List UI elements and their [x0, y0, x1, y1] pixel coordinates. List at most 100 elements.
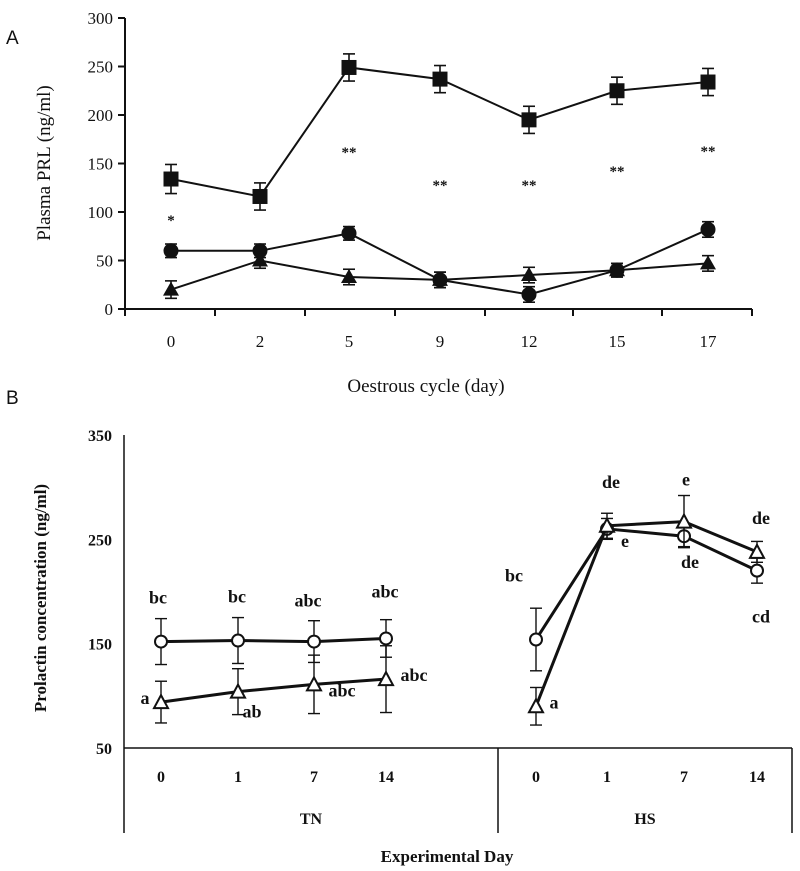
panel-b-significance-label: a	[141, 688, 150, 708]
panel-b-significance-label: a	[550, 692, 559, 712]
panel-a-point-square	[700, 74, 716, 90]
panel-b-point-triangle	[675, 512, 693, 529]
panel-a-point-triangle	[163, 281, 179, 296]
panel-a-y-tick-label: 150	[88, 155, 114, 174]
panel-a-significance-mark: *	[167, 213, 175, 229]
panel-b-series-line-triangle	[160, 677, 387, 704]
panel-a-x-tick-label: 2	[256, 332, 265, 351]
panel-b-point-triangle	[598, 516, 616, 533]
panel-b-significance-label: bc	[505, 565, 523, 585]
panel-b-y-ticks: 50 150 250 350	[88, 428, 112, 758]
panel-b-point-circle	[154, 634, 168, 649]
panel-a-axes	[124, 18, 752, 310]
panel-a-point-square	[341, 59, 357, 75]
panel-b-y-tick-label: 50	[96, 741, 112, 758]
panel-b-significance-label: de	[681, 552, 699, 572]
panel-a-point-square	[521, 112, 537, 128]
panel-a-x-tick-label: 9	[436, 332, 445, 351]
panel-b-group-label: HS	[634, 811, 655, 828]
panel-a-point-circle	[341, 225, 357, 241]
panel-b-significance-label: bc	[149, 588, 167, 608]
panel-b-y-tick-label: 250	[88, 532, 112, 549]
panel-b-x-tick-label: 7	[680, 769, 688, 786]
panel-a-point-circle	[252, 243, 268, 259]
panel-a-point-square	[252, 188, 268, 204]
panel-b-y-label: Prolactin concentration (ng/ml)	[31, 484, 50, 712]
panel-a-y-label: Plasma PRL (ng/ml)	[34, 85, 55, 241]
panel-b-letter: B	[6, 388, 19, 409]
panel-b-point-triangle	[377, 670, 395, 687]
panel-b-series	[152, 494, 766, 726]
panel-b-group-label: TN	[300, 811, 323, 828]
panel-b-point-triangle	[229, 682, 247, 699]
panel-a-point-triangle	[700, 255, 716, 270]
panel-b-significance-label: de	[752, 508, 770, 528]
panel-b-x-tick-label: 7	[310, 769, 318, 786]
panel-a-y-tick-label: 0	[105, 300, 114, 319]
panel-a-significance-mark: **	[522, 178, 537, 194]
panel-b-annotations: bc bc abc abc a ab abc abc bc e de cd a de e de	[141, 470, 771, 722]
panel-a-x-tick-label: 5	[345, 332, 354, 351]
panel-a-y-tick-label: 50	[96, 252, 113, 271]
panel-a-point-square	[432, 71, 448, 87]
panel-b-x-tick-label: 1	[603, 769, 611, 786]
panel-b-x-tick-label: 1	[234, 769, 242, 786]
panel-a-point-triangle	[341, 268, 357, 283]
panel-b-x-ticks: 0 1 7 14 0 1 7 14	[157, 769, 765, 786]
panel-a-point-triangle	[609, 262, 625, 277]
panel-b-significance-label: abc	[295, 591, 322, 611]
panel-a-point-triangle	[521, 267, 537, 282]
panel-b-significance-label: abc	[372, 581, 399, 601]
panel-b-y-tick-label: 350	[88, 428, 112, 445]
panel-a-significance-mark: **	[342, 145, 357, 161]
panel-a-x-ticks: 0 2 5 9 12 15 17	[124, 309, 753, 351]
panel-b-point-circle	[231, 633, 245, 648]
panel-b-significance-label: ab	[242, 702, 261, 722]
panel-a-significance-mark: **	[433, 178, 448, 194]
panel-a-significance: ***** ******	[167, 144, 715, 229]
panel-b-point-circle	[529, 632, 543, 647]
panel-b-series-line-triangle	[534, 520, 758, 707]
panel-b-x-label: Experimental Day	[381, 847, 514, 866]
panel-a-point-triangle	[252, 252, 268, 267]
panel-a-y-ticks: 0 50 100 150 200 250 300	[88, 9, 125, 319]
panel-b-point-circle	[379, 631, 393, 646]
panel-b-point-triangle	[748, 542, 766, 559]
panel-a-x-tick-label: 15	[609, 332, 626, 351]
panel-b-series-line-circle	[160, 636, 387, 644]
panel-b-x-tick-label: 14	[378, 769, 394, 786]
panel-a-point-circle	[163, 243, 179, 259]
panel-b-y-tick-label: 150	[88, 637, 112, 654]
panel-a-point-circle	[521, 286, 537, 302]
panel-a-letter: A	[6, 28, 19, 49]
panel-a-point-square	[163, 171, 179, 187]
panel-b-x-tick-label: 0	[157, 769, 165, 786]
panel-b-x-tick-label: 0	[532, 769, 540, 786]
panel-b-significance-label: cd	[752, 607, 770, 627]
panel-b-significance-label: abc	[329, 680, 356, 700]
panel-a-x-tick-label: 0	[167, 332, 176, 351]
panel-b-significance-label: e	[621, 531, 629, 551]
panel-b-point-circle	[307, 634, 321, 649]
panel-b-group-labels: TN HS	[300, 811, 656, 828]
panel-a-series	[163, 53, 716, 304]
panel-a-y-tick-label: 100	[88, 203, 114, 222]
panel-a-point-square	[609, 83, 625, 99]
panel-b-series-line-circle	[534, 527, 758, 641]
panel-a-significance-mark: **	[701, 144, 716, 160]
panel-b-point-circle	[750, 563, 764, 578]
panel-b-significance-label: e	[682, 470, 690, 490]
panel-a-point-triangle	[432, 271, 448, 286]
panel-b-x-tick-label: 14	[749, 769, 765, 786]
panel-a-significance-mark: **	[610, 164, 625, 180]
panel-b-significance-label: bc	[228, 587, 246, 607]
panel-a-x-tick-label: 12	[521, 332, 538, 351]
panel-b-point-triangle	[305, 675, 323, 692]
panel-a-y-tick-label: 300	[88, 9, 114, 28]
panel-a-y-tick-label: 250	[88, 58, 114, 77]
panel-b-point-triangle	[152, 692, 170, 710]
panel-a-point-circle	[700, 221, 716, 237]
panel-a-y-tick-label: 200	[88, 106, 114, 125]
